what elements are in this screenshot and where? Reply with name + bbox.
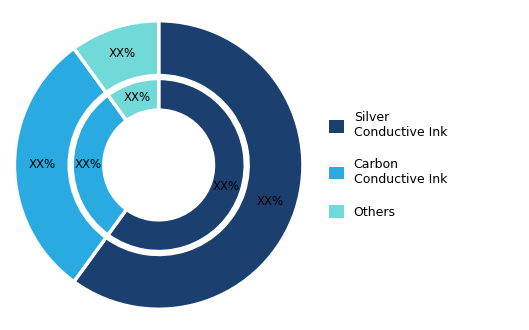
Text: XX%: XX% — [212, 181, 240, 193]
Wedge shape — [108, 79, 245, 251]
Text: XX%: XX% — [75, 158, 102, 172]
Text: XX%: XX% — [28, 158, 56, 172]
Wedge shape — [108, 79, 159, 121]
Text: XX%: XX% — [109, 48, 136, 60]
Text: XX%: XX% — [123, 91, 150, 104]
Wedge shape — [74, 21, 159, 93]
Wedge shape — [14, 48, 106, 282]
Wedge shape — [72, 95, 126, 235]
Wedge shape — [74, 21, 303, 309]
Text: XX%: XX% — [256, 195, 284, 208]
Legend: Silver
Conductive Ink, Carbon
Conductive Ink, Others: Silver Conductive Ink, Carbon Conductive… — [324, 107, 452, 223]
